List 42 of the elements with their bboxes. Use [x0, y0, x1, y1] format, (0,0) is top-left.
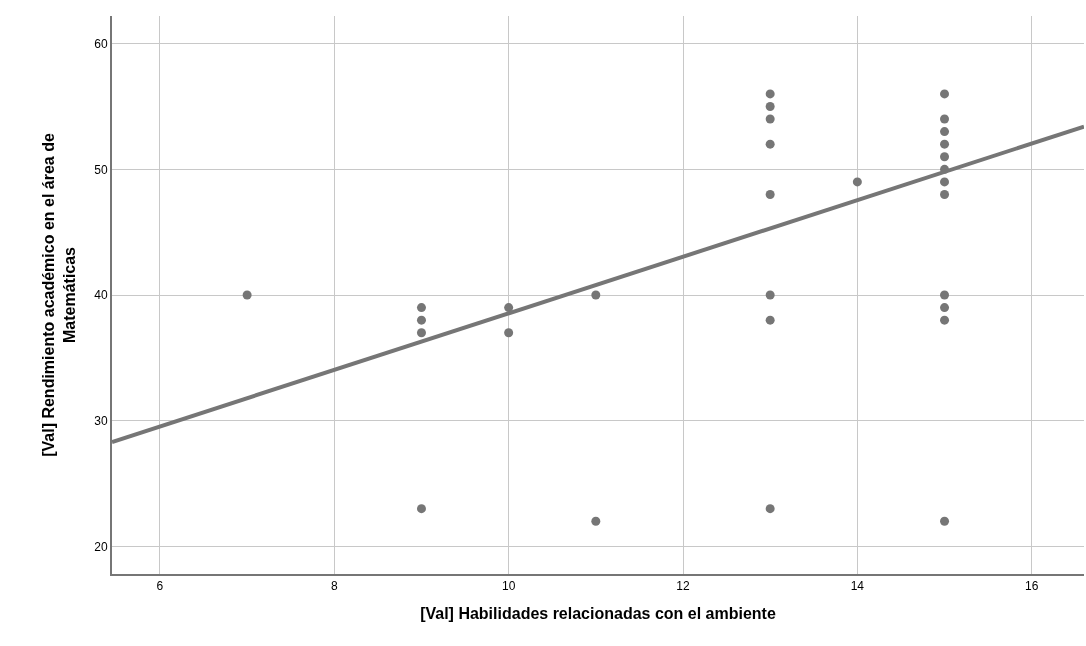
point	[765, 101, 775, 111]
point	[940, 315, 950, 325]
point	[765, 290, 775, 300]
x-tick-label: 8	[330, 579, 338, 594]
x-tick-label: 16	[1025, 579, 1039, 594]
point	[940, 89, 950, 99]
x-axis-title: [Val] Habilidades relacionadas con el ambiente	[420, 604, 776, 622]
point	[591, 290, 601, 300]
y-tick-label: 30	[94, 413, 108, 428]
point	[765, 189, 775, 199]
point	[940, 516, 950, 526]
point	[940, 189, 950, 199]
point	[940, 177, 950, 187]
x-tick-label: 10	[501, 579, 516, 594]
y-axis-title: [Val] Rendimiento académico en el área de Matemáticas	[39, 133, 78, 457]
point	[765, 315, 775, 325]
y-tick-label: 40	[94, 288, 108, 303]
point	[416, 303, 426, 313]
point	[416, 315, 426, 325]
x-tick-label: 6	[156, 579, 164, 594]
point	[416, 504, 426, 514]
point	[940, 303, 950, 313]
point	[940, 114, 950, 124]
point	[765, 139, 775, 149]
point	[765, 114, 775, 124]
y-tick-label: 50	[94, 162, 108, 177]
x-tick-label: 14	[850, 579, 865, 594]
y-tick-label: 60	[94, 36, 108, 51]
point	[504, 303, 514, 313]
point	[940, 127, 950, 137]
y-tick-label: 20	[94, 539, 108, 554]
point	[765, 89, 775, 99]
point	[416, 328, 426, 338]
point	[242, 290, 252, 300]
x-tick-label: 12	[676, 579, 690, 594]
point	[940, 139, 950, 149]
point	[591, 516, 601, 526]
point	[765, 504, 775, 514]
point	[852, 177, 862, 187]
point	[504, 328, 514, 338]
point	[940, 290, 950, 300]
point	[940, 152, 950, 162]
